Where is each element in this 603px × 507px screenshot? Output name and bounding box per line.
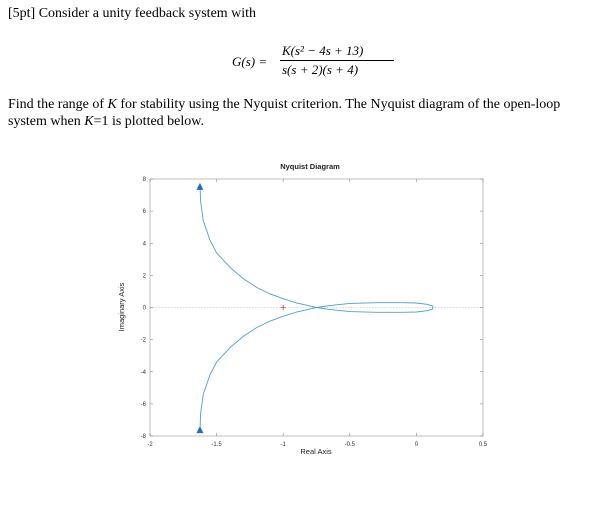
y-axis-label: Imaginary Axis — [117, 282, 126, 331]
x-axis-label: Real Axis — [300, 447, 332, 456]
transfer-function-formula: G(s) = K(s² − 4s + 13) s(s + 2)(s + 4) — [232, 42, 394, 82]
fraction-bar — [280, 60, 394, 61]
x-tick-label: -1 — [281, 442, 287, 448]
variable-k: K — [84, 114, 94, 129]
x-tick-label: 0.5 — [479, 442, 488, 448]
y-tick-label: 2 — [143, 273, 147, 279]
y-tick-label: -8 — [141, 434, 147, 440]
variable-k: K — [107, 97, 117, 112]
formula-denominator: s(s + 2)(s + 4) — [282, 62, 359, 77]
y-tick-label: -6 — [141, 402, 147, 408]
paragraph-text: =1 is plotted below. — [93, 114, 204, 129]
y-tick-label: 6 — [143, 209, 147, 215]
x-tick-label: -0.5 — [345, 442, 356, 448]
nyquist-chart: Nyquist Diagram -2 -1.5 -1 -0.5 0 0.5 -8-6-4-… — [117, 162, 488, 456]
y-tick-label: 4 — [143, 241, 147, 247]
direction-arrows — [196, 182, 204, 434]
paragraph-text: Find the range of — [8, 97, 108, 112]
y-tick-label: -4 — [141, 370, 147, 376]
paragraph-text: system when — [8, 114, 85, 129]
x-tick-label: -2 — [147, 442, 153, 448]
formula-lhs: G(s) = — [232, 54, 268, 69]
x-tick-label: 0 — [415, 442, 419, 448]
points-label: [5pt] — [8, 6, 36, 21]
y-ticks: -8 -6 -4 -2 0 2 4 6 8 — [141, 177, 483, 440]
critical-point-marker — [280, 305, 286, 310]
nyquist-curve — [199, 183, 434, 432]
y-tick-label: -2 — [141, 338, 147, 344]
y-tick-label: 8 — [143, 177, 147, 183]
direction-arrow — [196, 182, 204, 190]
question-intro: Consider a unity feedback system with — [38, 6, 257, 21]
question-paragraph: Find the range of K for stability using … — [8, 96, 598, 130]
paragraph-text: for stability using the Nyquist criterio… — [116, 97, 561, 112]
formula-numerator: K(s² − 4s + 13) — [282, 43, 364, 58]
x-ticks: -2 -1.5 -1 -0.5 0 0.5 — [147, 179, 488, 448]
direction-arrow — [196, 426, 204, 434]
chart-title: Nyquist Diagram — [280, 162, 340, 171]
x-tick-label: -1.5 — [211, 442, 222, 448]
question-header: [5pt] Consider a unity feedback system w… — [8, 6, 256, 22]
y-tick-label: 0 — [143, 306, 147, 312]
